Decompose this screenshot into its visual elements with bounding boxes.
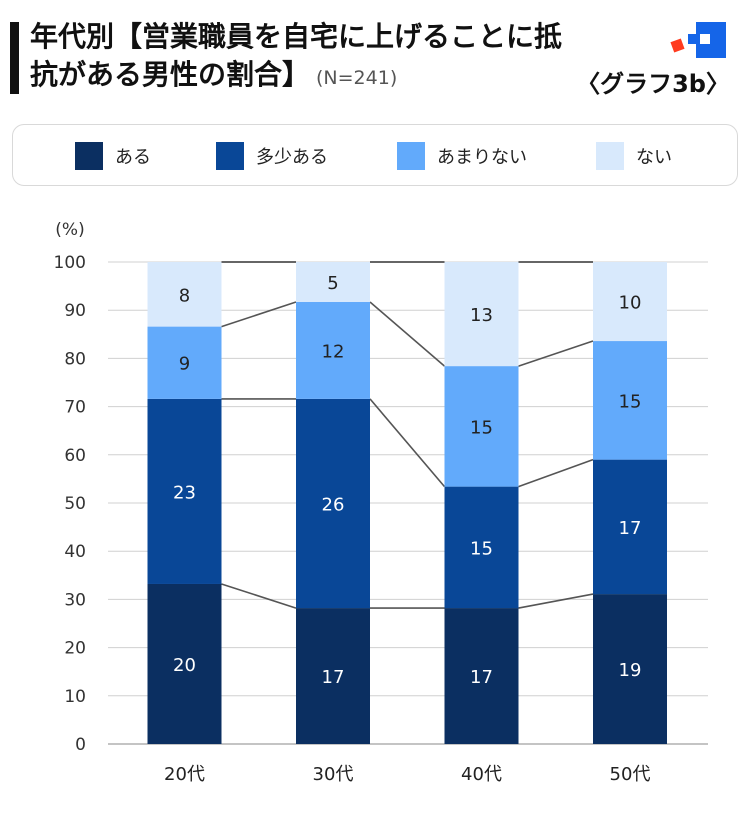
data-label-3-1: 17 [619, 518, 642, 539]
legend-swatch-amari-nai [397, 142, 425, 170]
brand-logo-icon [670, 22, 726, 58]
legend-label-nai: ない [636, 147, 672, 168]
data-label-3-2: 15 [619, 391, 642, 412]
data-label-2-3: 13 [470, 305, 493, 326]
data-label-1-1: 26 [322, 494, 345, 515]
chart-legend: ある 多少ある あまりない ない [12, 124, 738, 186]
legend-label-aru: ある [115, 147, 151, 168]
connector-line-1-2 [518, 458, 594, 488]
bar-segment-2-1 [444, 486, 519, 609]
connector-line-1-1 [369, 398, 446, 488]
logo-white-square [700, 34, 710, 44]
y-tick-label-90: 90 [64, 301, 86, 321]
data-label-0-2: 9 [179, 354, 190, 375]
x-axis-ticks: 20代 30代 40代 50代 [164, 764, 650, 785]
legend-label-amari-nai: あまりない [437, 147, 527, 168]
bar-segment-0-2 [147, 326, 222, 399]
bar-segment-1-1 [296, 398, 370, 609]
bar-segment-3-2 [593, 341, 667, 460]
connector-line-2-1 [369, 301, 446, 367]
x-tick-label-3: 50代 [610, 764, 651, 785]
title-accent-bar [10, 22, 19, 94]
bar-segment-1-2 [296, 302, 370, 399]
y-tick-label-50: 50 [64, 494, 86, 514]
legend-label-tashou-aru: 多少ある [256, 147, 328, 168]
y-tick-label-10: 10 [64, 687, 86, 707]
title-line-1: 年代別【営業職員を自宅に上げることに抵 [30, 20, 563, 53]
bar-segment-2-3 [444, 262, 519, 367]
data-label-0-1: 23 [173, 482, 196, 503]
y-tick-label-80: 80 [64, 349, 86, 369]
y-tick-label-60: 60 [64, 446, 86, 466]
legend-item-nai: ない [596, 142, 672, 170]
x-tick-label-1: 30代 [313, 764, 354, 785]
y-axis-ticks: 0 10 20 30 40 50 60 70 80 90 100 [54, 253, 86, 755]
bar-segment-2-0 [444, 608, 519, 744]
legend-item-amari-nai: あまりない [397, 142, 527, 170]
data-label-1-3: 5 [327, 273, 338, 294]
y-axis-unit-label: (%) [55, 220, 84, 240]
bar-segment-0-3 [147, 262, 222, 327]
data-label-0-3: 8 [179, 285, 190, 306]
connector-line-0-0 [221, 583, 297, 609]
connector-line-0-2 [518, 593, 594, 609]
title-line-2-text: 抗がある男性の割合】 [30, 58, 311, 91]
y-tick-label-0: 0 [75, 735, 86, 755]
chart-title: 年代別【営業職員を自宅に上げることに抵 抗がある男性の割合】 (N=241) [30, 18, 670, 97]
logo-blue-notch [688, 34, 698, 44]
legend-swatch-tashou-aru [216, 142, 244, 170]
bar-segment-0-0 [147, 583, 222, 744]
data-label-2-1: 15 [470, 538, 493, 559]
title-line-2: 抗がある男性の割合】 (N=241) [30, 56, 670, 97]
bar-segment-0-1 [147, 398, 222, 584]
legend-item-aru: ある [75, 142, 151, 170]
y-tick-label-70: 70 [64, 398, 86, 418]
data-label-3-3: 10 [619, 293, 642, 314]
bar-segment-1-0 [296, 608, 370, 744]
y-tick-label-40: 40 [64, 542, 86, 562]
series-connector-lines [221, 261, 594, 609]
legend-item-tashou-aru: 多少ある [216, 142, 328, 170]
data-label-1-0: 17 [322, 667, 345, 688]
x-tick-label-0: 20代 [164, 764, 205, 785]
bar-segment-1-3 [296, 262, 370, 303]
legend-swatch-nai [596, 142, 624, 170]
bar-segment-3-0 [593, 594, 667, 744]
legend-swatch-aru [75, 142, 103, 170]
data-label-2-2: 15 [470, 417, 493, 438]
y-tick-label-20: 20 [64, 639, 86, 659]
y-tick-label-100: 100 [54, 253, 86, 273]
data-label-1-2: 12 [322, 341, 345, 362]
bar-segment-2-2 [444, 366, 519, 487]
x-tick-label-2: 40代 [461, 764, 502, 785]
connector-line-2-2 [518, 340, 594, 367]
stacked-bar-chart: (%) 0 10 20 30 40 50 60 70 80 90 100 20 23 9 8 17 26 12 5… [54, 220, 708, 785]
data-label-2-0: 17 [470, 667, 493, 688]
data-label-0-0: 20 [173, 655, 196, 676]
figure-label: 〈グラフ3b〉 [576, 70, 730, 98]
sample-size: (N=241) [316, 67, 398, 89]
bar-segment-3-3 [593, 262, 667, 342]
connector-line-2-0 [221, 301, 297, 328]
logo-red-square [670, 38, 685, 53]
bars: 20 23 9 8 17 26 12 5 17 15 15 13 19 17 15 10 [147, 262, 667, 744]
bar-segment-3-1 [593, 459, 667, 595]
data-label-3-0: 19 [619, 660, 642, 681]
y-tick-label-30: 30 [64, 590, 86, 610]
